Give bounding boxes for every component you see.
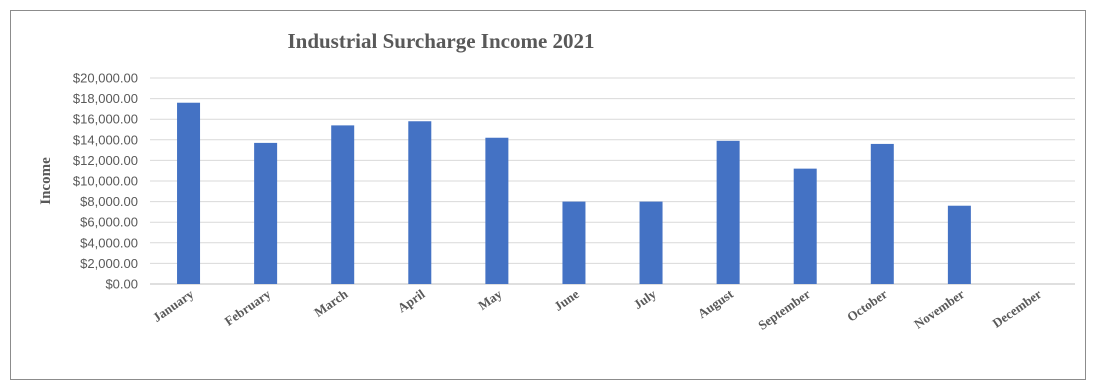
y-tick-label: $16,000.00 — [73, 112, 138, 127]
y-axis-title: Income — [38, 157, 54, 205]
x-tick-label: June — [551, 286, 582, 314]
y-tick-label: $14,000.00 — [73, 132, 138, 147]
x-tick-label: December — [989, 286, 1044, 331]
bar-june — [562, 201, 586, 284]
x-tick-label: September — [755, 286, 813, 333]
gridlines — [150, 77, 1075, 285]
y-tick-label: $6,000.00 — [80, 215, 138, 230]
bar-october — [870, 143, 894, 284]
x-tick-label: August — [695, 286, 737, 321]
x-tick-label: July — [631, 286, 660, 312]
bar-january — [177, 102, 201, 284]
y-tick-label: $8,000.00 — [80, 194, 138, 209]
bar-february — [254, 142, 278, 284]
x-tick-label: November — [911, 286, 967, 332]
bar-may — [485, 137, 509, 284]
x-tick-label: March — [311, 286, 351, 320]
bar-august — [716, 140, 740, 284]
bar-april — [408, 121, 432, 284]
y-tick-label: $4,000.00 — [80, 235, 138, 250]
bar-november — [947, 205, 971, 284]
bar-july — [639, 201, 663, 284]
y-axis-ticks: $0.00 $2,000.00 $4,000.00 $6,000.00 $8,000.0… — [73, 71, 138, 292]
y-tick-label: $10,000.00 — [73, 174, 138, 189]
bar-march — [331, 125, 355, 284]
x-axis-ticks: January February March April May June July Augu… — [150, 286, 1045, 333]
x-tick-label: January — [150, 286, 197, 325]
x-tick-label: February — [222, 286, 274, 329]
y-tick-label: $0.00 — [105, 277, 138, 292]
bar-september — [793, 168, 817, 284]
chart-title: Industrial Surcharge Income 2021 — [287, 29, 595, 53]
bars — [177, 102, 971, 284]
x-tick-label: May — [475, 286, 505, 313]
y-tick-label: $18,000.00 — [73, 91, 138, 106]
y-tick-label: $20,000.00 — [73, 71, 138, 86]
x-tick-label: April — [395, 286, 428, 315]
x-tick-label: October — [844, 286, 890, 325]
y-tick-label: $2,000.00 — [80, 256, 138, 271]
y-tick-label: $12,000.00 — [73, 153, 138, 168]
